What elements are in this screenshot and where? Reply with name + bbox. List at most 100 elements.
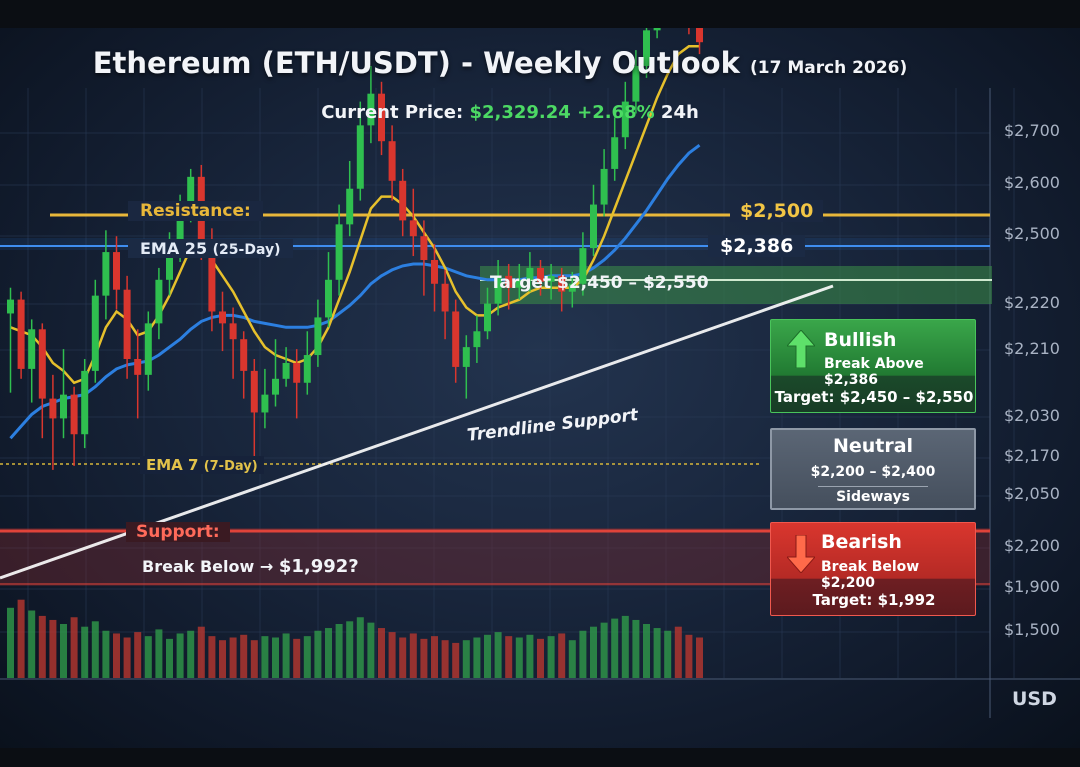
candle-body bbox=[208, 240, 216, 312]
neutral-note: Sideways bbox=[836, 489, 910, 505]
volume-bar bbox=[155, 629, 163, 678]
candle-body bbox=[431, 260, 438, 284]
volume-bar bbox=[60, 624, 67, 678]
candle-body bbox=[303, 355, 311, 383]
volume-bar bbox=[579, 630, 587, 678]
candle-body bbox=[314, 317, 322, 356]
support-break-note: Break Below → bbox=[142, 557, 274, 576]
y-axis-tick-label: $2,200 bbox=[1004, 536, 1060, 555]
y-axis-tick-label: $2,030 bbox=[1004, 406, 1060, 425]
ema25-label: EMA 25 (25-Day) bbox=[128, 239, 293, 258]
candle-body bbox=[547, 275, 555, 282]
volume-bar bbox=[590, 626, 597, 678]
volume-bar bbox=[38, 615, 46, 678]
bearish-panel: Bearish Break Below $2,200 Target: $1,99… bbox=[770, 522, 976, 616]
bearish-title: Bearish bbox=[821, 531, 902, 553]
candle-body bbox=[441, 283, 449, 312]
candle-body bbox=[611, 137, 619, 169]
chart-title-date: (17 March 2026) bbox=[749, 58, 908, 78]
ema25-value: $2,386 bbox=[708, 235, 806, 257]
volume-bar bbox=[314, 630, 322, 678]
bullish-panel: Bullish Break Above $2,386 Target: $2,45… bbox=[770, 319, 976, 413]
up-arrow-icon bbox=[787, 330, 815, 368]
volume-bar bbox=[144, 636, 152, 678]
support-break-value: $1,992? bbox=[278, 556, 359, 577]
candle-body bbox=[282, 362, 290, 379]
volume-bar bbox=[187, 630, 195, 678]
candle-body bbox=[484, 303, 491, 332]
y-axis-tick-label: $2,500 bbox=[1004, 224, 1060, 243]
ema7-label-text: EMA 7 bbox=[146, 456, 199, 474]
volume-bar bbox=[102, 630, 110, 678]
volume-bar bbox=[325, 628, 332, 678]
candle-body bbox=[473, 331, 481, 348]
y-axis-tick-label: $1,500 bbox=[1004, 620, 1060, 639]
bearish-target: Target: $1,992 bbox=[812, 591, 936, 609]
volume-bar bbox=[378, 628, 385, 678]
volume-bar bbox=[91, 621, 99, 678]
volume-bar bbox=[176, 633, 184, 678]
volume-bar bbox=[272, 637, 279, 678]
price-change-period: 24h bbox=[660, 102, 699, 123]
volume-bar bbox=[28, 610, 36, 678]
volume-bar bbox=[441, 640, 449, 678]
volume-bar bbox=[547, 636, 555, 678]
volume-bar bbox=[611, 618, 619, 678]
candle-body bbox=[38, 329, 46, 399]
volume-bar bbox=[558, 633, 566, 678]
current-price-value: $2,329.24 bbox=[469, 102, 571, 123]
volume-bar bbox=[70, 617, 78, 678]
y-axis-tick-label: $2,050 bbox=[1004, 484, 1060, 503]
ema7-label-sub: (7-Day) bbox=[203, 459, 258, 474]
ema25-label-text: EMA 25 bbox=[140, 239, 208, 258]
volume-bar bbox=[526, 634, 534, 678]
candle-body bbox=[399, 180, 407, 221]
current-price-label: Current Price: bbox=[321, 102, 464, 123]
candle-body bbox=[367, 93, 375, 126]
candle-body bbox=[91, 295, 99, 371]
volume-bar bbox=[219, 640, 226, 678]
candle-body bbox=[325, 279, 332, 318]
candle-body bbox=[219, 311, 226, 324]
candle-body bbox=[653, 28, 661, 31]
candle-body bbox=[452, 311, 460, 367]
support-label: Support: bbox=[126, 522, 230, 542]
volume-bar bbox=[600, 622, 608, 678]
currency-label: USD bbox=[1012, 688, 1057, 710]
candle-body bbox=[632, 65, 640, 102]
y-axis-tick-label: $2,170 bbox=[1004, 446, 1060, 465]
volume-bar bbox=[674, 626, 682, 678]
volume-bar bbox=[17, 599, 25, 678]
candle-body bbox=[600, 168, 608, 205]
y-axis-tick-label: $1,900 bbox=[1004, 577, 1060, 596]
candle-body bbox=[579, 248, 587, 284]
volume-bar bbox=[505, 636, 513, 678]
volume-bar bbox=[420, 638, 428, 678]
candle-body bbox=[229, 323, 237, 340]
volume-bar bbox=[664, 630, 672, 678]
candle-body bbox=[144, 323, 152, 375]
y-axis-tick-label: $2,220 bbox=[1004, 293, 1060, 312]
volume-bar bbox=[250, 640, 258, 678]
candle-body bbox=[49, 398, 57, 419]
candle-body bbox=[378, 93, 385, 142]
volume-bar bbox=[197, 626, 205, 678]
volume-bar bbox=[49, 619, 57, 678]
candle-body bbox=[494, 275, 502, 304]
candle-body bbox=[17, 299, 25, 369]
support-break-label: Break Below → $1,992? bbox=[142, 556, 359, 577]
volume-bar bbox=[356, 617, 364, 678]
volume-bar bbox=[568, 640, 576, 678]
chart-title-main: Ethereum (ETH/USDT) - Weekly Outlook bbox=[92, 46, 740, 80]
volume-bar bbox=[81, 626, 89, 678]
candle-body bbox=[102, 252, 110, 296]
candle-body bbox=[590, 204, 597, 249]
chart-title: Ethereum (ETH/USDT) - Weekly Outlook (17… bbox=[0, 46, 1000, 80]
volume-bar bbox=[484, 634, 491, 678]
current-price: Current Price: $2,329.24 +2.68% 24h bbox=[0, 102, 1020, 123]
candle-body bbox=[176, 212, 184, 247]
candle-body bbox=[28, 329, 36, 369]
candle-body bbox=[70, 394, 78, 435]
volume-bar bbox=[452, 642, 460, 678]
volume-bar bbox=[303, 636, 311, 678]
